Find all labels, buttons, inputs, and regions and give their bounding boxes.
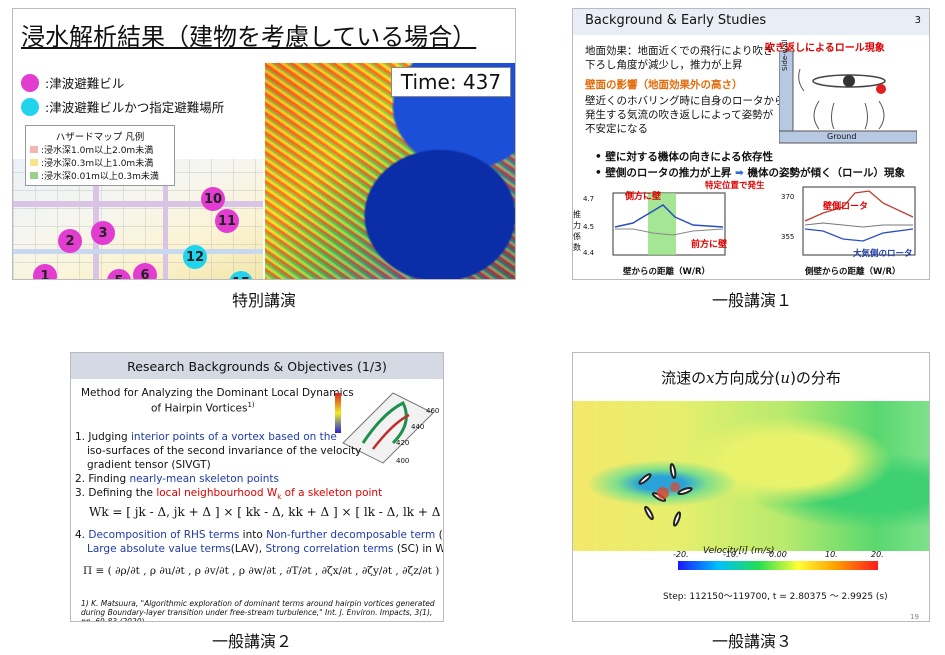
step-1: 1. Judging interior points of a vortex b…	[75, 431, 337, 443]
slide3-header: Research Backgrounds & Objectives (1/3)	[71, 353, 443, 379]
chart1-ylabel: 推力係数	[573, 210, 581, 252]
slide2-title: Background & Early Studies	[585, 13, 767, 28]
step-3: 3. Defining the local neighbourhood Wk o…	[75, 487, 383, 502]
method-title: Method for Analyzing the Dominant Local …	[81, 387, 354, 399]
fig-tick: 420	[396, 439, 410, 447]
slide-special-lecture[interactable]: 浸水解析結果（建物を考慮している場合） :津波避難ビル :津波避難ビルかつ指定避…	[12, 8, 516, 280]
fig-tick: 400	[396, 457, 410, 465]
ground-effect-text: 下ろし角度が減少し，推力が上昇	[585, 59, 743, 71]
colorbar-tick: -10.	[723, 550, 739, 559]
map-pin-12: 12	[183, 245, 207, 269]
hazard-map-legend: ハザードマップ 凡例 :浸水深1.0m以上2.0m未満 :浸水深0.3m以上1.…	[25, 125, 175, 186]
hazard-legend-title: ハザードマップ 凡例	[55, 132, 145, 143]
slide1-title: 浸水解析結果（建物を考慮している場合）	[21, 23, 477, 51]
wall-effect-text: 壁近くのホバリング時に自身のロータから	[585, 95, 785, 107]
roll-diagram-title: 吹き返しによるロール現象	[765, 43, 885, 54]
legend-item-evac-designated: :津波避難ビルかつ指定避難場所	[21, 97, 224, 116]
rotor-thrust-chart	[802, 186, 916, 256]
flood-simulation-image	[265, 63, 515, 279]
legend-label: :津波避難ビルかつ指定避難場所	[45, 100, 225, 115]
specific-position-note: 特定位置で発生	[705, 181, 765, 191]
caption-special-lecture: 特別講演	[231, 291, 296, 310]
y-tick: 370	[781, 193, 795, 201]
hairpin-vortex-figure	[335, 392, 434, 464]
fig-tick: 460	[426, 407, 440, 415]
hazard-row: :浸水深0.3m以上1.0m未満	[30, 156, 170, 169]
chart1-xlabel: 壁からの距離（W/R）	[623, 267, 711, 277]
chart2-xlabel: 側壁からの距離（W/R）	[805, 267, 901, 277]
time-step-text: Step: 112150～119700, t = 2.80375 ～ 2.992…	[663, 592, 888, 602]
front-wall-annotation: 前方に壁	[691, 240, 728, 250]
step-1-cont: gradient tensor (SIVGT)	[87, 459, 211, 471]
ground-label: Ground	[827, 132, 857, 141]
y-tick: 4.5	[583, 223, 595, 231]
map-pin-15: 15	[229, 271, 253, 279]
method-title-line2: of Hairpin Vortices1)	[151, 401, 255, 415]
side-wall-label: Side-wall	[781, 39, 789, 71]
rhs-equation: Π ≡ ( ∂ρ/∂t , ρ ∂u/∂t , ρ ∂v/∂t , ρ ∂w/∂…	[83, 565, 444, 577]
velocity-colorbar-label: Velocity[i] (m/s)	[703, 546, 775, 556]
velocity-field-image	[573, 401, 929, 551]
slide4-title: 流速のx方向成分(u)の分布	[661, 369, 841, 387]
step-2: 2. Finding nearly-mean skeleton points	[75, 473, 279, 485]
wall-rotor-annotation: 壁側ロータ	[823, 202, 869, 212]
map-pin-2: 2	[58, 229, 82, 253]
bullet-rotor-thrust: • 壁側のロータの推力が上昇 ➡ 機体の姿勢が傾く（ロール）現象	[595, 167, 905, 179]
ground-effect-text: 地面効果：地面近くでの飛行により吹き	[585, 45, 774, 57]
step-4: 4. Decomposition of RHS terms into Non-f…	[75, 529, 443, 541]
wall-effect-text: 発生する気流の吹き返しによって姿勢が	[585, 109, 774, 121]
colorbar-tick: 20.	[871, 550, 884, 559]
legend-item-evac-building: :津波避難ビル	[21, 73, 124, 92]
y-tick: 4.7	[583, 195, 595, 203]
step-1-cont: iso-surfaces of the second invariance of…	[87, 445, 362, 457]
fig-tick: 440	[411, 423, 425, 431]
neighbourhood-equation: Wk = [ jk - Δ, jk + Δ ] × [ kk - Δ, kk +…	[89, 505, 444, 519]
map-pin-6: 6	[133, 263, 157, 279]
caption-general-lecture-1: 一般講演１	[711, 291, 792, 310]
slide-general-lecture-2[interactable]: Research Backgrounds & Objectives (1/3) …	[70, 352, 444, 622]
colorbar-tick: -20.	[673, 550, 689, 559]
colorbar-tick: 10.	[825, 550, 838, 559]
map-pin-3: 3	[91, 221, 115, 245]
caption-general-lecture-2: 一般講演２	[211, 632, 292, 651]
slide-general-lecture-3[interactable]: 流速のx方向成分(u)の分布 Velocity[i] (m/s) -20. -1…	[572, 352, 930, 622]
cyan-dot-icon	[21, 97, 39, 116]
thrust-coefficient-chart	[612, 192, 726, 256]
legend-label: :津波避難ビル	[45, 76, 125, 91]
y-tick: 355	[781, 233, 795, 241]
map-pin-5: 5	[107, 269, 131, 279]
caption-general-lecture-3: 一般講演３	[711, 632, 792, 651]
slide-general-lecture-1[interactable]: Background & Early Studies 3 地面効果：地面近くでの…	[572, 8, 930, 280]
hazard-row: :浸水深0.01m以上0.3m未満	[30, 169, 170, 182]
y-tick: 4.4	[583, 249, 595, 257]
time-readout: Time: 437	[391, 67, 511, 97]
wall-effect-text: 不安定になる	[585, 123, 648, 135]
bullet-orientation: • 壁に対する機体の向きによる依存性	[595, 151, 774, 163]
velocity-colorbar	[678, 561, 878, 570]
step-4-cont: Large absolute value terms(LAV), Strong …	[87, 543, 444, 555]
map-pin-11: 11	[215, 209, 239, 233]
slide2-page-number: 3	[914, 15, 921, 26]
magenta-dot-icon	[21, 73, 39, 92]
slide2-header	[573, 9, 929, 35]
slide4-page-number: 19	[910, 613, 919, 621]
colorbar-tick: 0.00	[769, 550, 787, 559]
side-wall-annotation: 側方に壁	[625, 192, 662, 202]
air-rotor-annotation: 大気側のロータ	[853, 249, 913, 259]
hazard-row: :浸水深1.0m以上2.0m未満	[30, 143, 170, 156]
wall-effect-heading: 壁面の影響（地面効果外の高さ）	[585, 79, 743, 91]
map-pin-10: 10	[201, 187, 225, 211]
reference-citation: 1) K. Matsuura, "Algorithmic exploration…	[81, 599, 435, 622]
roll-diagram	[779, 51, 917, 144]
map-pin-1: 1	[33, 264, 57, 279]
